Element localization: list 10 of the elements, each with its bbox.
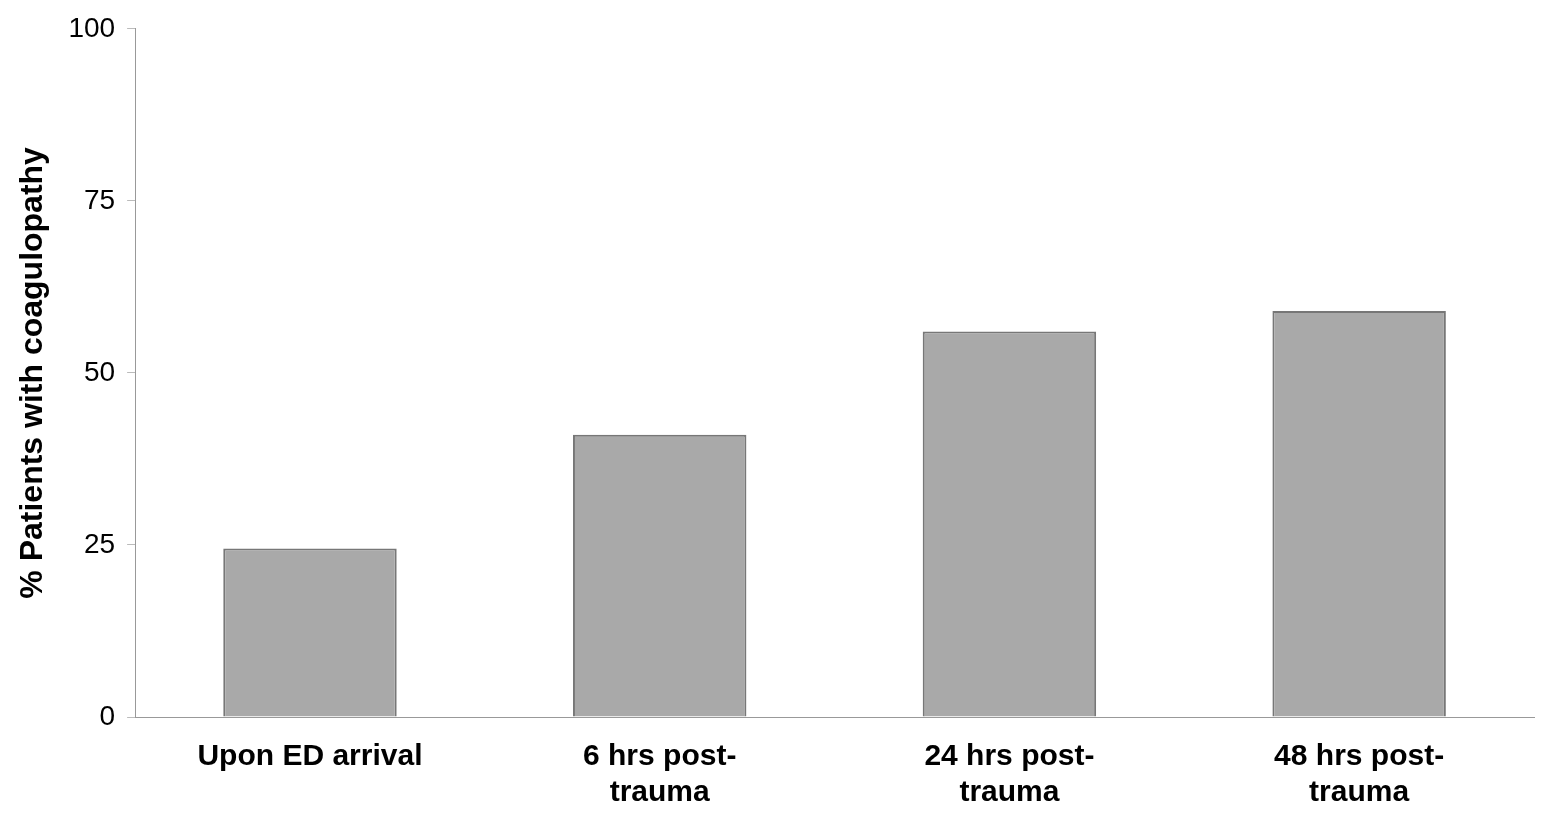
y-axis-title: % Patients with coagulopathy — [13, 146, 50, 599]
y-tick-label: 0 — [99, 699, 116, 731]
x-tick-label: Upon ED arrival — [197, 738, 423, 772]
y-tick-label: 75 — [83, 183, 116, 215]
x-tick-label: 48 hrs post-trauma — [1274, 738, 1445, 808]
y-tick-label: 100 — [68, 11, 116, 43]
x-tick-label: 24 hrs post-trauma — [924, 738, 1095, 808]
y-tick-label: 50 — [83, 355, 116, 387]
y-tick-label: 25 — [83, 527, 116, 559]
x-tick-label: 6 hrs post-trauma — [583, 738, 737, 808]
